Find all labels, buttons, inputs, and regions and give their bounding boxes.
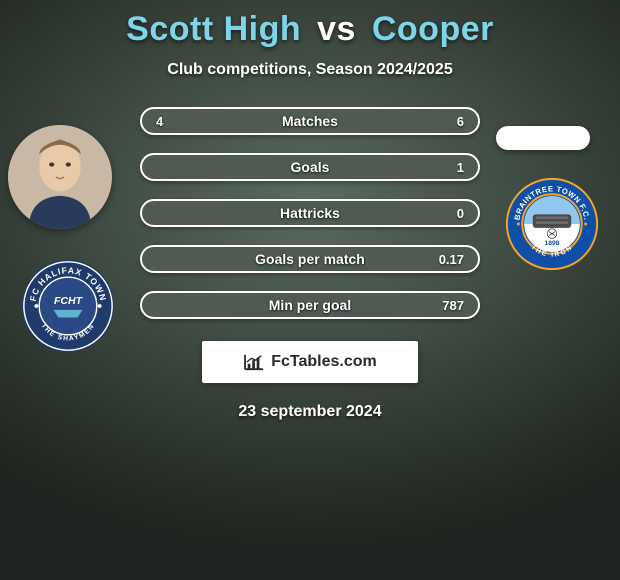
stat-pill-min-per-goal: Min per goal 787 [140,291,480,319]
stat-pill-hattricks: Hattricks 0 [140,199,480,227]
stat-row: Goals per match 0.17 [0,245,620,273]
stat-row: Min per goal 787 [0,291,620,319]
stat-label: Matches [282,113,338,129]
stat-right-value: 787 [442,298,464,313]
stat-pill-matches: 4 Matches 6 [140,107,480,135]
stat-label: Goals [291,159,330,175]
stat-label: Goals per match [255,251,365,267]
player2-name: Cooper [372,10,494,48]
stat-pill-goals: Goals 1 [140,153,480,181]
stat-right-value: 0.17 [439,252,464,267]
content-wrapper: Scott High vs Cooper Club competitions, … [0,0,620,580]
stat-right-value: 0 [457,206,464,221]
date-text: 23 september 2024 [0,403,620,421]
chart-icon [243,353,265,371]
stat-right-value: 1 [457,160,464,175]
subtitle: Club competitions, Season 2024/2025 [0,61,620,79]
stat-pill-goals-per-match: Goals per match 0.17 [140,245,480,273]
stat-row: Goals 1 [0,153,620,181]
vs-text: vs [317,10,356,48]
stat-label: Hattricks [280,205,340,221]
page-title: Scott High vs Cooper [0,10,620,49]
stat-row: 4 Matches 6 [0,107,620,135]
stat-left-value: 4 [156,114,163,129]
branding-text: FcTables.com [271,353,377,371]
stat-label: Min per goal [269,297,351,313]
stat-row: Hattricks 0 [0,199,620,227]
stats-container: 4 Matches 6 Goals 1 Hattricks 0 Goals pe… [0,107,620,319]
player1-name: Scott High [126,10,301,48]
stat-right-value: 6 [457,114,464,129]
branding-badge: FcTables.com [202,341,418,383]
